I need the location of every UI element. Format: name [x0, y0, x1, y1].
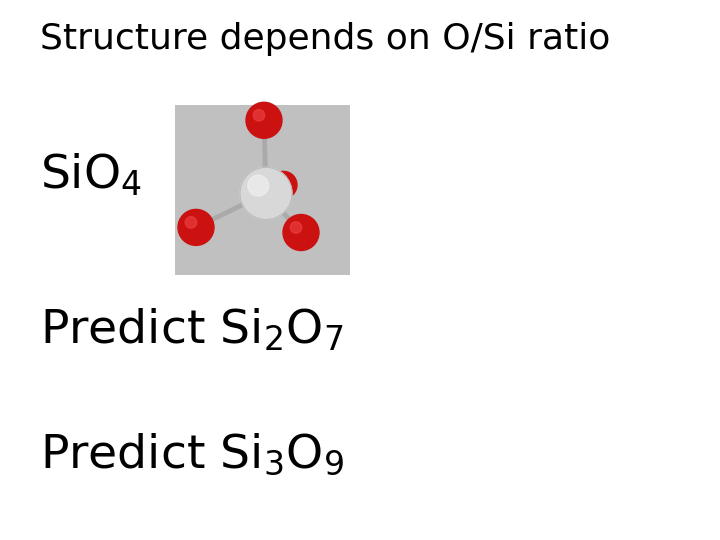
Circle shape	[185, 217, 197, 228]
Circle shape	[253, 110, 265, 121]
Circle shape	[270, 171, 297, 198]
Circle shape	[178, 210, 214, 245]
Text: Predict Si$_2$O$_7$: Predict Si$_2$O$_7$	[40, 307, 343, 353]
Circle shape	[283, 214, 319, 251]
Circle shape	[290, 222, 302, 233]
Text: Predict Si$_3$O$_9$: Predict Si$_3$O$_9$	[40, 432, 344, 478]
Text: SiO$_4$: SiO$_4$	[40, 152, 142, 198]
Circle shape	[240, 167, 292, 219]
Text: Structure depends on O/Si ratio: Structure depends on O/Si ratio	[40, 22, 611, 56]
Circle shape	[248, 175, 269, 196]
Circle shape	[246, 102, 282, 138]
Bar	[175, 105, 350, 275]
